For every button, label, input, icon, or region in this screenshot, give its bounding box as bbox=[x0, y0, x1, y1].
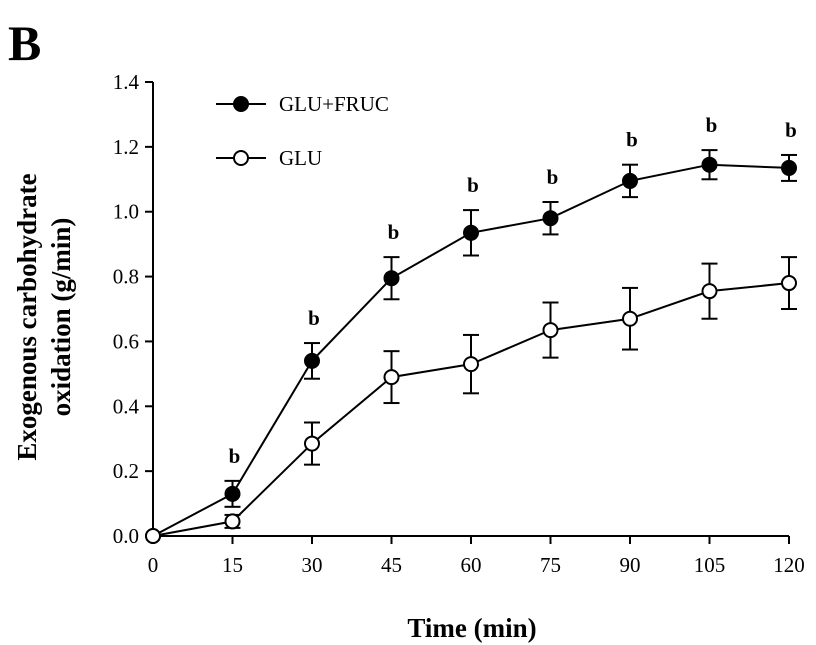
legend-label: GLU+FRUC bbox=[279, 92, 389, 116]
x-tick-label: 15 bbox=[222, 553, 243, 577]
data-point bbox=[304, 352, 320, 369]
legend-entry: GLU bbox=[216, 146, 322, 170]
data-point bbox=[463, 356, 479, 373]
y-axis-title: Exogenous carbohydrate oxidation (g/min) bbox=[12, 173, 76, 460]
data-point bbox=[383, 270, 400, 287]
significance-marker: b bbox=[785, 118, 797, 142]
y-tick-label: 0.0 bbox=[113, 524, 139, 548]
significance-annotations: b b b b b b b b bbox=[229, 113, 797, 468]
data-point bbox=[383, 369, 400, 386]
x-tick-label: 0 bbox=[148, 553, 159, 577]
y-axis-ticks: 0.0 0.2 0.4 0.6 0.8 1.0 1.2 1.4 bbox=[113, 70, 153, 548]
legend-marker bbox=[233, 96, 249, 112]
panel-label: B bbox=[8, 15, 41, 71]
legend-label: GLU bbox=[279, 146, 322, 170]
significance-marker: b bbox=[467, 173, 479, 197]
y-tick-label: 1.4 bbox=[113, 70, 140, 94]
x-tick-label: 105 bbox=[694, 553, 726, 577]
data-point bbox=[304, 435, 320, 452]
significance-marker: b bbox=[706, 113, 718, 137]
significance-marker: b bbox=[308, 306, 320, 330]
data-point bbox=[463, 224, 479, 241]
x-axis-ticks: 0 15 30 45 60 75 90 105 120 bbox=[148, 536, 805, 577]
legend-marker bbox=[233, 150, 249, 166]
x-tick-label: 90 bbox=[620, 553, 641, 577]
x-axis-title: Time (min) bbox=[407, 613, 536, 643]
significance-marker: b bbox=[388, 220, 400, 244]
legend: GLU+FRUC GLU bbox=[216, 92, 389, 170]
y-tick-label: 0.8 bbox=[113, 265, 139, 289]
data-point bbox=[145, 528, 161, 544]
data-point bbox=[701, 283, 718, 300]
significance-marker: b bbox=[547, 165, 559, 189]
y-axis-title-line: Exogenous carbohydrate bbox=[12, 173, 42, 460]
x-tick-label: 75 bbox=[540, 553, 561, 577]
y-tick-label: 0.2 bbox=[113, 459, 139, 483]
data-point bbox=[224, 485, 241, 502]
significance-marker: b bbox=[626, 128, 638, 152]
data-point bbox=[224, 513, 241, 530]
data-point bbox=[542, 210, 559, 227]
x-tick-label: 30 bbox=[302, 553, 323, 577]
y-axis-title-line: oxidation (g/min) bbox=[46, 218, 76, 417]
x-tick-label: 60 bbox=[461, 553, 482, 577]
data-point bbox=[701, 156, 718, 173]
legend-entry: GLU+FRUC bbox=[216, 92, 389, 116]
x-tick-label: 120 bbox=[773, 553, 805, 577]
y-tick-label: 0.6 bbox=[113, 329, 139, 353]
series-glu bbox=[145, 256, 797, 544]
x-tick-label: 45 bbox=[381, 553, 402, 577]
significance-marker: b bbox=[229, 444, 241, 468]
y-tick-label: 0.4 bbox=[113, 394, 140, 418]
data-point bbox=[622, 310, 638, 327]
y-tick-label: 1.2 bbox=[113, 135, 139, 159]
data-point bbox=[542, 322, 559, 339]
data-point bbox=[781, 159, 797, 176]
data-point bbox=[622, 172, 638, 189]
series-group bbox=[145, 149, 797, 544]
series-line bbox=[152, 282, 790, 537]
data-point bbox=[781, 275, 797, 292]
y-tick-label: 1.0 bbox=[113, 200, 139, 224]
